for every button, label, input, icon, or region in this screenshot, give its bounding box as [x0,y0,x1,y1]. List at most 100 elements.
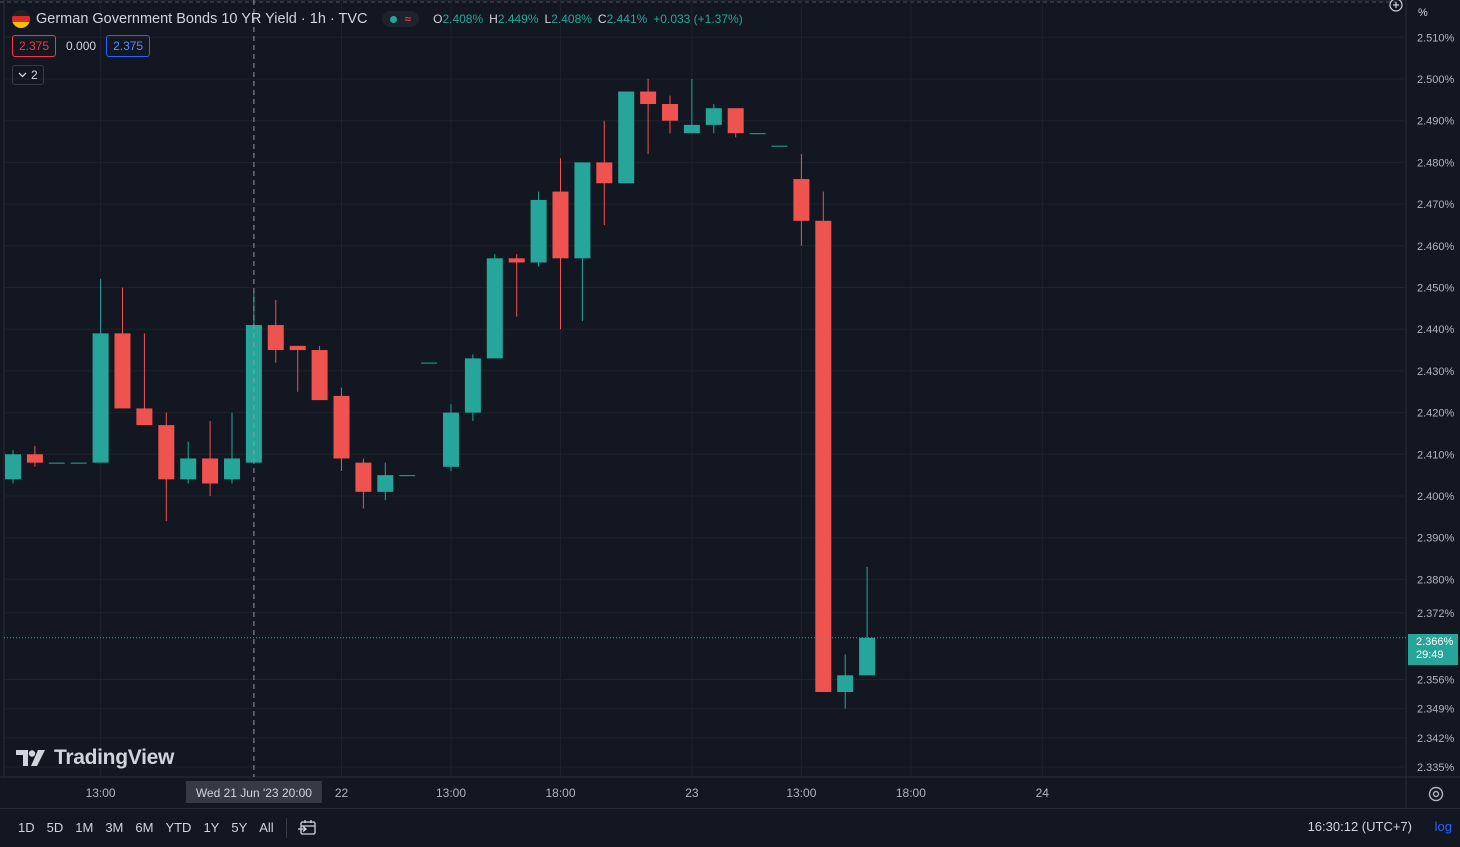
candle [837,654,854,709]
y-tick-label: 2.440% [1417,324,1455,336]
candle-body [683,124,700,134]
tradingview-logo-icon [16,750,45,766]
candle [202,420,219,496]
candle-body [48,462,65,464]
candle [815,191,832,692]
candle-body [158,425,175,480]
range-button-ytd[interactable]: YTD [165,820,192,835]
close-value: 2.441% [606,12,648,26]
current-price-tag: 2.366% 29:49 [1408,634,1458,665]
tradingview-logo-text: TradingView [54,746,175,769]
current-price-value: 2.366% [1416,636,1454,648]
candle-body [771,145,788,147]
go-to-date-calendar-icon[interactable] [297,817,319,839]
candle-body [859,637,876,676]
range-button-6m[interactable]: 6M [135,820,154,835]
candle [662,95,678,134]
axis-settings-gear-icon[interactable] [1427,785,1445,803]
candle-body [705,108,722,125]
range-button-1m[interactable]: 1M [75,820,94,835]
candle [552,158,569,330]
x-tick-label: 24 [1036,786,1050,800]
candle-body [530,199,547,263]
bottom-toolbar: 1D 5D 1M 3M 6M YTD 1Y 5Y All 16:30:12 (UTC+7) lo… [0,808,1460,847]
candle [377,462,394,501]
symbol-legend: German Government Bonds 10 YR Yield · 1h… [12,8,743,30]
candle [92,279,109,463]
candle-body [399,475,416,477]
candle [136,333,153,426]
range-button-5d[interactable]: 5D [46,820,64,835]
open-label: O [433,12,443,26]
candle-body [333,395,350,459]
candle [793,154,810,246]
ask-button[interactable]: 2.375 [106,35,151,57]
y-tick-label: 2.510% [1417,32,1455,44]
y-tick-label: 2.372% [1417,608,1455,620]
candle [596,120,613,225]
market-open-dot-icon [389,15,397,23]
candle-body [618,91,635,184]
candle-body [289,345,306,351]
range-buttons: 1D 5D 1M 3M 6M YTD 1Y 5Y All [12,816,280,840]
germany-flag-icon [12,10,30,28]
range-button-5y[interactable]: 5Y [231,820,248,835]
log-scale-toggle[interactable]: log [1434,819,1452,834]
status-pill[interactable]: ≈ [381,11,420,27]
range-button-3m[interactable]: 3M [105,820,124,835]
candle-body [377,475,394,492]
y-tick-label: 2.390% [1417,533,1455,545]
plot-border [3,0,1407,778]
candle-body [421,362,438,364]
candle [267,300,284,363]
candle-body [202,458,219,484]
candles [5,79,876,709]
candle-body [114,333,131,409]
range-button-all[interactable]: All [259,820,274,835]
candle [421,362,438,364]
y-tick-label: 2.342% [1417,733,1455,745]
range-button-1d[interactable]: 1D [18,820,35,835]
candle [640,79,657,155]
candle [618,91,635,184]
high-label: H [489,12,498,26]
tradingview-logo[interactable]: TradingView [16,746,174,770]
timezone-clock[interactable]: 16:30:12 (UTC+7) [1307,819,1412,834]
overlay: Wed 21 Jun '23 20:00 [4,0,1406,803]
candle-body [749,133,766,135]
delayed-wave-icon: ≈ [404,12,412,26]
bar-countdown: 29:49 [1416,649,1444,661]
y-tick-label: 2.470% [1417,199,1455,211]
bid-button[interactable]: 2.375 [12,35,57,57]
candle-body [662,104,678,121]
price-axis-unit: % [1418,7,1428,19]
ohlc-values: O2.408% H2.449% L2.408% C2.441% +0.033 (… [433,12,743,26]
open-value: 2.408% [442,12,484,26]
candle-body [793,179,810,221]
y-tick-label: 2.490% [1417,116,1455,128]
axes: 2.510% 2.500% 2.490% 2.480% 2.470% 2.460% 2.45… [86,32,1455,800]
candle-body [443,412,459,467]
candle-body [837,675,854,692]
y-tick-label: 2.356% [1417,674,1455,686]
symbol-title[interactable]: German Government Bonds 10 YR Yield · 1h… [36,11,368,27]
candle [749,133,766,135]
x-tick-label: 18:00 [545,786,575,800]
candle-body [180,458,197,480]
candle [5,450,21,484]
range-button-1y[interactable]: 1Y [203,820,220,835]
candle [355,458,372,509]
candle-body [92,333,109,463]
candle [464,354,481,421]
candle [727,108,744,138]
x-tick-label: 13:00 [436,786,466,800]
y-tick-label: 2.400% [1417,491,1455,503]
candle [180,441,197,484]
y-tick-label: 2.335% [1417,762,1455,774]
indicators-toggle-button[interactable]: 2 [12,65,44,85]
chevron-down-icon [18,72,27,78]
add-alert-plus-icon[interactable] [1388,0,1404,14]
y-tick-label: 2.349% [1417,704,1455,716]
candle [289,345,306,392]
